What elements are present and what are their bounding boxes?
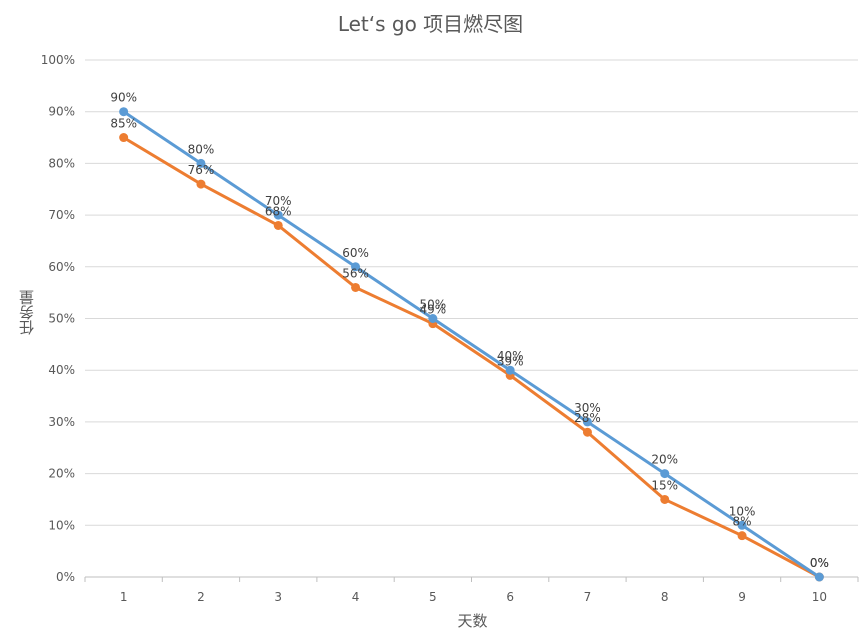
- chart-title: Let‘s go 项目燃尽图: [337, 12, 524, 36]
- x-tick-label: 9: [738, 590, 746, 604]
- data-point: [814, 572, 824, 582]
- y-tick-label: 0%: [56, 570, 75, 584]
- y-tick-label: 10%: [48, 518, 75, 532]
- data-point: [196, 179, 206, 189]
- series-line: [122, 110, 821, 579]
- data-label: 70%: [265, 194, 292, 208]
- data-label: 60%: [342, 246, 369, 260]
- y-tick-label: 40%: [48, 363, 75, 377]
- data-point: [737, 531, 747, 541]
- data-point: [428, 314, 438, 323]
- data-label: 20%: [651, 453, 678, 467]
- data-label: 49%: [420, 303, 447, 317]
- x-tick-label: 4: [352, 590, 360, 604]
- data-label: 39%: [497, 354, 524, 368]
- x-tick-label: 10: [812, 590, 827, 604]
- data-point: [351, 282, 361, 292]
- y-tick-label: 60%: [48, 260, 75, 274]
- x-tick-label: 3: [274, 590, 282, 604]
- data-label: 56%: [342, 266, 369, 280]
- data-label: 28%: [574, 411, 601, 425]
- data-label: 50%: [420, 298, 447, 312]
- series-line: [122, 136, 821, 579]
- data-point: [582, 427, 592, 437]
- data-point: [351, 262, 361, 272]
- data-label: 40%: [497, 349, 524, 363]
- data-point: [119, 133, 129, 143]
- x-tick-label: 5: [429, 590, 437, 604]
- x-tick-label: 2: [197, 590, 205, 604]
- data-point: [737, 520, 747, 530]
- data-point: [660, 494, 670, 504]
- x-tick-label: 1: [120, 590, 128, 604]
- x-tick-label: 8: [661, 590, 669, 604]
- y-tick-label: 30%: [48, 415, 75, 429]
- data-label: 80%: [188, 142, 215, 156]
- data-label: 15%: [651, 478, 678, 492]
- data-point: [273, 210, 283, 220]
- x-tick-label: 7: [584, 590, 592, 604]
- data-point: [196, 158, 206, 168]
- data-point: [119, 107, 129, 117]
- data-label: 0%: [810, 556, 829, 570]
- x-axis-label: 天数: [457, 612, 488, 630]
- y-tick-label: 50%: [48, 312, 75, 326]
- data-label: 0%: [810, 556, 829, 570]
- data-point: [505, 365, 515, 375]
- data-label: 85%: [110, 117, 137, 131]
- data-point: [582, 417, 592, 427]
- data-label: 8%: [733, 515, 752, 529]
- y-tick-label: 70%: [48, 208, 75, 222]
- x-tick-label: 6: [506, 590, 514, 604]
- y-tick-label: 20%: [48, 467, 75, 481]
- data-label: 10%: [729, 504, 756, 518]
- y-tick-label: 90%: [48, 105, 75, 119]
- data-label: 90%: [110, 91, 137, 105]
- data-label: 76%: [188, 163, 215, 177]
- data-point: [273, 220, 283, 230]
- data-label: 30%: [574, 401, 601, 415]
- y-tick-label: 80%: [48, 156, 75, 170]
- data-point: [660, 469, 670, 479]
- y-tick-label: 100%: [41, 53, 75, 67]
- data-label: 68%: [265, 204, 292, 218]
